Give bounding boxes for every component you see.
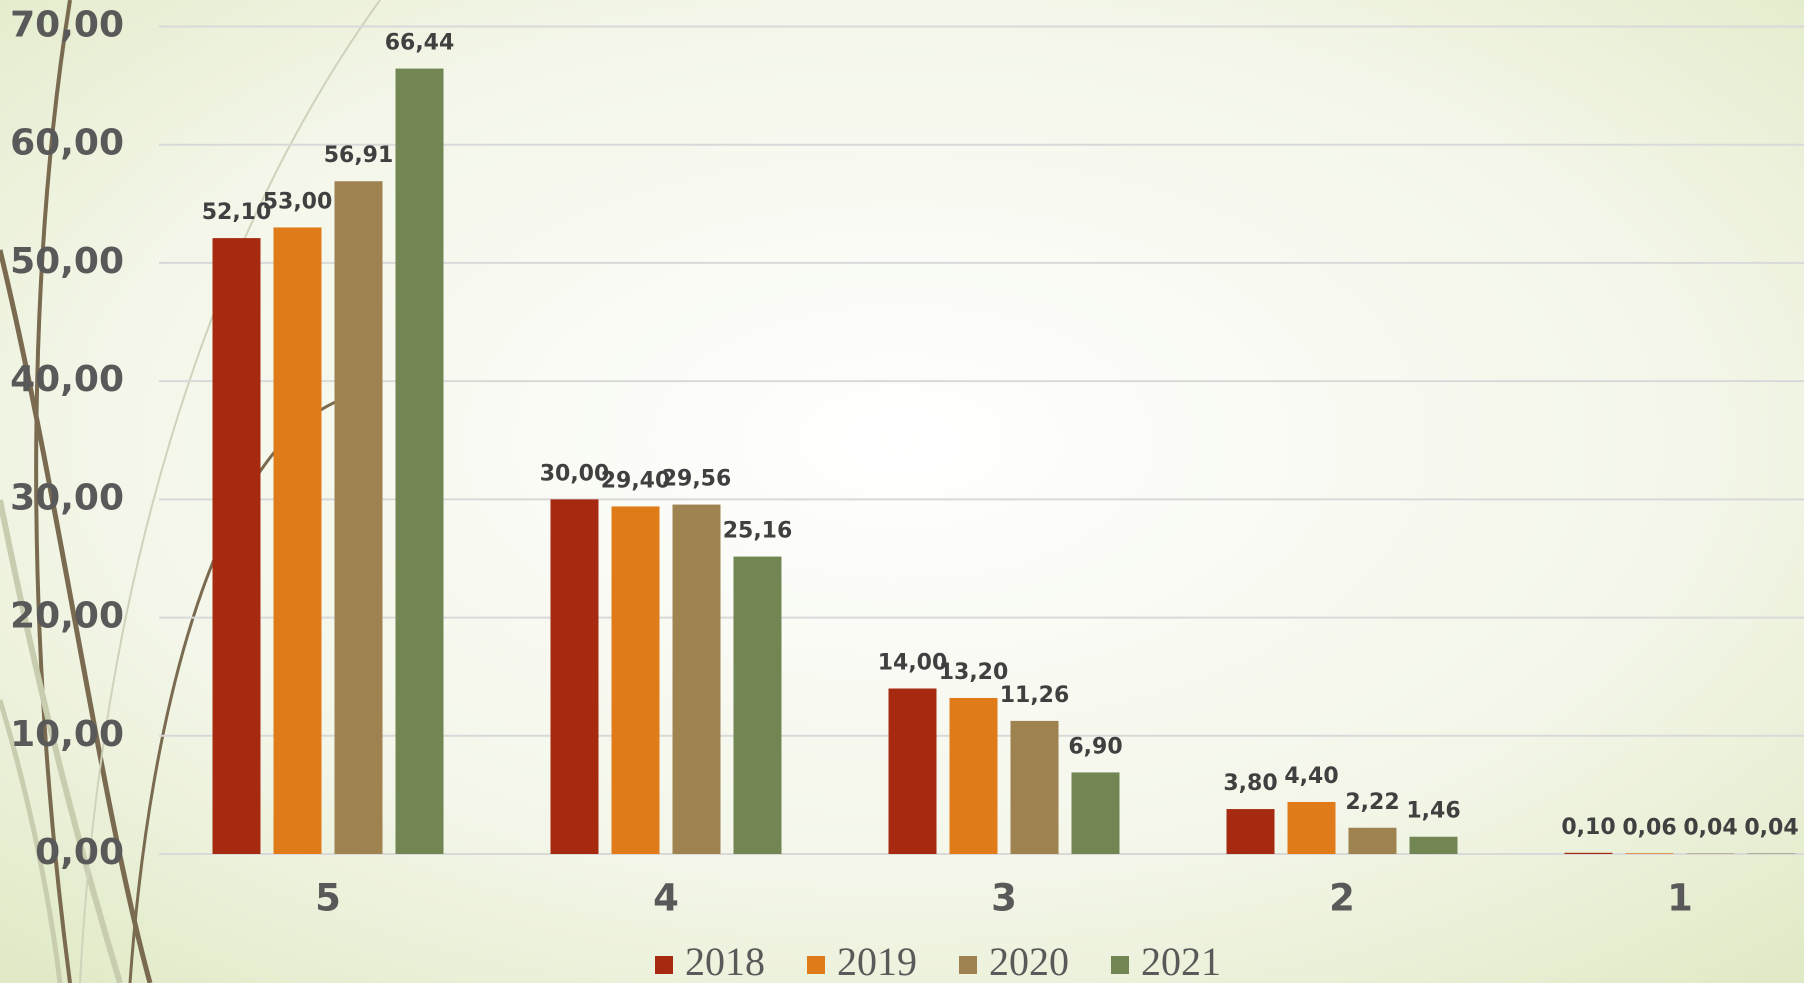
- legend-label: 2019: [837, 939, 917, 983]
- bar: [733, 556, 782, 854]
- value-label: 2,22: [1345, 790, 1399, 815]
- value-label: 14,00: [878, 651, 948, 676]
- bar: [1287, 801, 1336, 854]
- value-label: 30,00: [540, 461, 610, 486]
- bar: [1409, 836, 1458, 854]
- bar: [1010, 720, 1059, 854]
- legend-swatch: [655, 956, 673, 974]
- decoration: [0, 0, 381, 983]
- y-tick-label: 20,00: [10, 596, 124, 637]
- x-tick-label: 2: [1329, 877, 1355, 920]
- y-tick-label: 30,00: [10, 477, 124, 518]
- value-label: 25,16: [723, 519, 793, 544]
- legend-swatch: [959, 956, 977, 974]
- value-label: 0,04: [1744, 816, 1798, 841]
- value-label: 56,91: [324, 143, 394, 168]
- bar: [949, 697, 998, 854]
- bar: [1348, 827, 1397, 854]
- value-label: 29,56: [662, 467, 732, 492]
- bar: [672, 504, 721, 854]
- bar: [611, 506, 660, 854]
- bar: [334, 181, 383, 854]
- y-tick-label: 0,00: [35, 832, 124, 873]
- y-tick-label: 60,00: [10, 123, 124, 164]
- bar: [212, 238, 261, 854]
- x-tick-label: 5: [315, 877, 341, 920]
- bar: [550, 499, 599, 854]
- legend-label: 2021: [1141, 939, 1221, 983]
- y-tick-label: 40,00: [10, 359, 124, 400]
- x-tick-label: 1: [1667, 877, 1693, 920]
- value-label: 0,06: [1622, 815, 1676, 840]
- value-label: 0,04: [1683, 816, 1737, 841]
- legend-swatch: [807, 956, 825, 974]
- value-label: 0,10: [1561, 815, 1615, 840]
- bar: [1071, 772, 1120, 854]
- value-label: 53,00: [263, 189, 333, 214]
- bar: [1564, 852, 1613, 854]
- bar: [1625, 853, 1674, 854]
- value-label: 11,26: [1000, 683, 1070, 708]
- value-label: 3,80: [1223, 771, 1277, 796]
- legend-label: 2018: [685, 939, 765, 983]
- value-label: 6,90: [1068, 734, 1122, 759]
- value-label: 66,44: [385, 31, 455, 56]
- x-tick-label: 3: [991, 877, 1017, 920]
- y-tick-label: 70,00: [10, 5, 124, 46]
- x-tick-label: 4: [653, 877, 679, 920]
- legend-swatch: [1111, 956, 1129, 974]
- bar: [273, 227, 322, 854]
- value-label: 13,20: [939, 660, 1009, 685]
- value-label: 4,40: [1284, 764, 1338, 789]
- value-label: 52,10: [202, 200, 272, 225]
- legend-label: 2020: [989, 939, 1069, 983]
- bar: [888, 688, 937, 854]
- y-tick-label: 10,00: [10, 714, 124, 755]
- y-tick-label: 50,00: [10, 241, 124, 282]
- value-label: 29,40: [601, 468, 671, 493]
- bar: [1226, 809, 1275, 854]
- value-label: 1,46: [1406, 799, 1460, 824]
- bar: [395, 68, 444, 854]
